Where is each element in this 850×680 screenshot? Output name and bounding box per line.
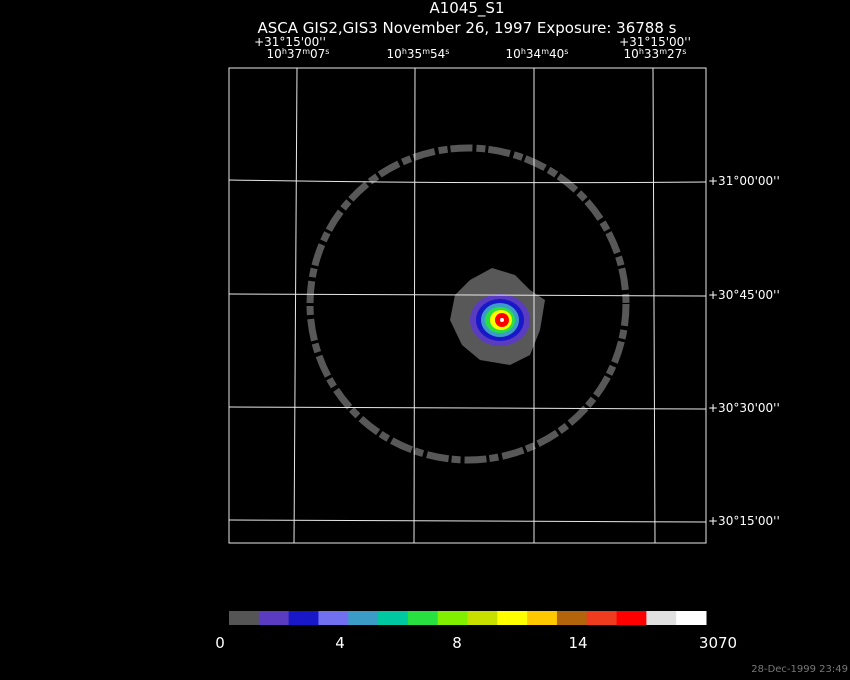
dec-label: +31°00'00'': [708, 174, 780, 188]
ra-value: 54: [430, 47, 445, 61]
dec-label: +30°15'00'': [708, 514, 780, 528]
top-dec-label: +31°15'00'': [619, 35, 691, 49]
colorbar-swatch: [258, 611, 290, 625]
ra-value: 37: [287, 47, 302, 61]
colorbar-label: 4: [335, 634, 345, 652]
subtitle: ASCA GIS2,GIS3 November 26, 1997 Exposur…: [258, 19, 677, 37]
ra-value: 10: [506, 47, 521, 61]
ra-value: 35: [407, 47, 422, 61]
colorbar-swatch: [556, 611, 588, 625]
ra-unit: h: [282, 47, 287, 56]
image: [306, 144, 630, 464]
grid-line: [228, 179, 707, 184]
colorbar: 0 4 8 14 3070: [215, 611, 737, 652]
grid-line: [228, 406, 707, 410]
colorbar-swatch: [348, 611, 379, 625]
ra-unit: s: [445, 47, 449, 56]
colorbar-swatch: [229, 611, 260, 625]
ra-value: 27: [667, 47, 682, 61]
ra-value: 34: [526, 47, 541, 61]
ra-label: 10h34m40s: [506, 47, 569, 61]
colorbar-swatch: [676, 611, 707, 625]
colorbar-swatch: [437, 611, 468, 625]
timestamp: 28-Dec-1999 23:49: [751, 664, 848, 675]
colorbar-swatch: [467, 611, 498, 625]
colorbar-label: 3070: [699, 634, 737, 652]
grid-line: [228, 293, 707, 297]
ra-unit: m: [659, 47, 667, 56]
colorbar-label: 8: [452, 634, 462, 652]
colorbar-swatch: [407, 611, 439, 625]
grid-line: [228, 519, 707, 523]
title: A1045_S1: [430, 0, 505, 18]
labels: +31°15'00'' +31°15'00''10h37m07s 10h35m54s…: [254, 35, 780, 528]
ra-unit: m: [541, 47, 549, 56]
ra-unit: s: [325, 47, 329, 56]
grid-line: [293, 67, 298, 544]
colorbar-swatch: [288, 611, 319, 625]
colorbar-swatch: [318, 611, 349, 625]
ra-unit: m: [422, 47, 430, 56]
ra-label: 10h37m07s: [267, 47, 330, 61]
top-dec-label: +31°15'00'': [254, 35, 326, 49]
ra-label: 10h33m27s: [624, 47, 687, 61]
ra-value: 10: [267, 47, 282, 61]
colorbar-swatch: [616, 611, 647, 625]
ra-unit: s: [682, 47, 686, 56]
grid-line: [413, 67, 416, 544]
dec-label: +30°45'00'': [708, 288, 780, 302]
ra-unit: m: [302, 47, 310, 56]
colorbar-label: 14: [568, 634, 587, 652]
colorbar-swatch: [497, 611, 528, 625]
ra-label: 10h35m54s: [387, 47, 450, 61]
ra-value: 40: [549, 47, 564, 61]
colorbar-label: 0: [215, 634, 225, 652]
coordinate-grid: [228, 67, 707, 544]
ra-unit: s: [564, 47, 568, 56]
ra-unit: h: [402, 47, 407, 56]
colorbar-swatch: [646, 611, 677, 625]
ra-unit: h: [639, 47, 644, 56]
source-peak: [500, 318, 504, 322]
ra-value: 07: [310, 47, 325, 61]
colorbar-swatch: [586, 611, 618, 625]
colorbar-swatch: [378, 611, 409, 625]
frame: [228, 67, 707, 544]
colorbar-swatch: [527, 611, 558, 625]
ra-value: 10: [624, 47, 639, 61]
ra-unit: h: [521, 47, 526, 56]
detector-ring: [306, 144, 630, 464]
ra-value: 33: [644, 47, 659, 61]
dec-label: +30°30'00'': [708, 401, 780, 415]
ra-value: 10: [387, 47, 402, 61]
grid-line: [652, 67, 656, 544]
